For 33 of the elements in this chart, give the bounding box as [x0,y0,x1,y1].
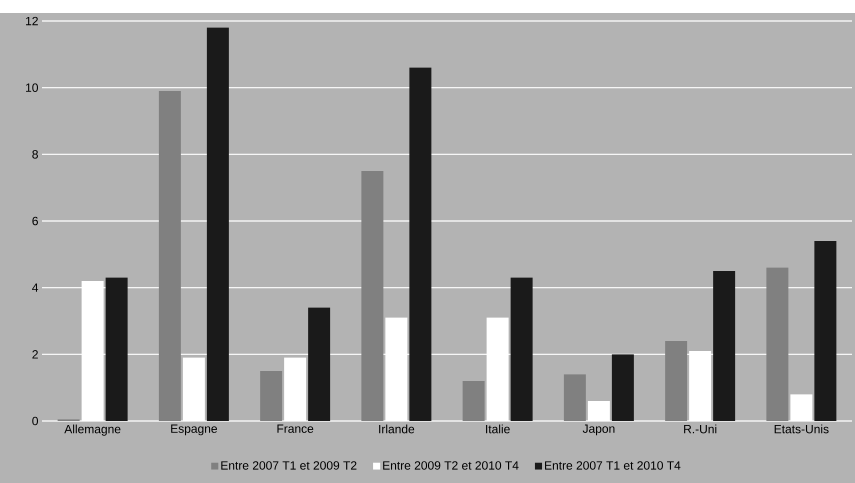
y-tick-label: 10 [26,83,38,92]
bar [713,271,736,421]
x-tick-label: Allemagne [64,424,120,436]
bar [206,28,229,421]
bar [612,354,634,421]
bar [409,68,432,421]
y-tick-label: 2 [32,350,38,359]
bar [766,268,788,421]
x-tick-label: Italie [486,424,510,434]
bar [814,241,836,421]
bar [260,371,282,421]
y-tick-label: 4 [32,284,38,292]
y-tick-label: 0 [32,416,38,426]
bar [158,91,181,421]
x-tick-label: Irlande [379,424,414,434]
x-tick-label: Japon [582,424,614,436]
bar [564,374,586,421]
bar [106,278,128,421]
legend-label: Entre 2009 T2 et 2010 T4 [383,461,519,470]
x-tick-label: Etats-Unis [774,424,829,434]
y-tick-label: 6 [32,216,38,226]
y-tick-label: 8 [32,150,38,159]
bar [308,308,330,421]
x-tick-label: France [277,424,314,433]
x-tick-label: R.-Uni [684,424,716,434]
bar [462,381,485,421]
legend-label: Entre 2007 T1 et 2009 T2 [221,461,356,470]
bar [510,278,533,421]
y-tick-label: 12 [26,16,38,26]
legend-label: Entre 2007 T1 et 2010 T4 [545,461,680,470]
bar [361,171,384,421]
bar [665,341,688,421]
x-tick-label: Espagne [171,424,218,436]
